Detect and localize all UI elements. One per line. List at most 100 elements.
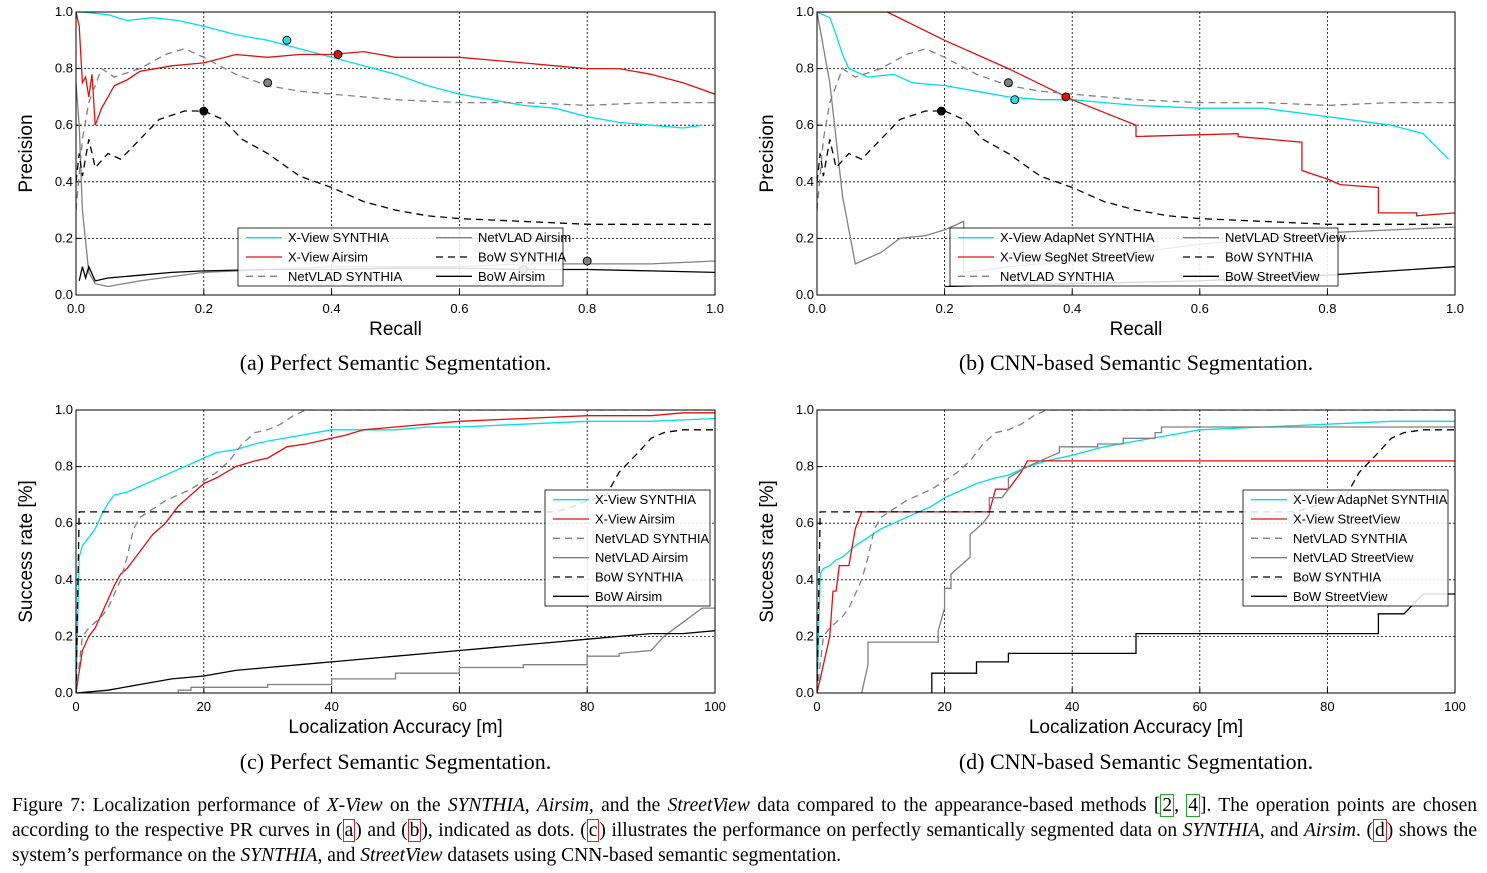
y-tick-label: 1.0 <box>796 402 814 417</box>
caption-text: , <box>1174 795 1187 816</box>
subfigure-link[interactable]: c <box>586 819 600 842</box>
series-line-6 <box>76 630 715 693</box>
series-line-1 <box>76 417 715 693</box>
legend-label: BoW StreetView <box>1293 589 1388 604</box>
plot-frame <box>75 11 716 296</box>
legend-label: NetVLAD SYNTHIA <box>1000 269 1114 284</box>
y-tick-label: 0.6 <box>55 515 73 530</box>
caption-text: . ( <box>1356 820 1373 841</box>
y-tick-label: 0.4 <box>796 174 814 189</box>
x-tick-label: 0.2 <box>195 301 213 316</box>
legend-label: NetVLAD SYNTHIA <box>1293 531 1407 546</box>
subfigure-link[interactable]: d <box>1372 819 1387 842</box>
y-tick-label: 0.4 <box>55 174 73 189</box>
series-line-4 <box>861 426 1455 693</box>
legend: X-View AdapNet SYNTHIA X-View StreetView N… <box>1242 489 1449 607</box>
chart-panel-3: 0 20 40 60 80 100 0.0 0.2 0.4 0.6 0.8 1.0 Localizati… <box>16 402 726 774</box>
x-tick-label: 0 <box>72 699 79 714</box>
legend-label: BoW SYNTHIA <box>478 250 566 265</box>
legend-box <box>1242 489 1449 607</box>
legend-label: X-View AdapNet SYNTHIA <box>1293 492 1448 507</box>
plot-frame <box>816 11 1456 296</box>
legend-label: BoW Airsim <box>478 269 545 284</box>
x-axis-label: Recall <box>369 319 422 340</box>
operation-point <box>263 78 273 88</box>
caption-text: on the <box>382 795 448 816</box>
series-line-3 <box>817 410 1455 693</box>
legend-label: X-View StreetView <box>1293 512 1401 527</box>
operation-point <box>582 256 592 266</box>
citation-link[interactable]: 2 <box>1160 794 1175 817</box>
legend-label: NetVLAD SYNTHIA <box>595 531 709 546</box>
series-line-3 <box>76 410 715 693</box>
caption-text: SYNTHIA <box>447 795 525 816</box>
x-tick-label: 0.8 <box>1318 301 1336 316</box>
legend-label: BoW SYNTHIA <box>1225 250 1313 265</box>
figure-caption: Figure 7: Localization performance of X-… <box>12 793 1477 868</box>
legend-label: NetVLAD StreetView <box>1293 550 1414 565</box>
series-line-1 <box>817 12 1450 160</box>
series-line-5 <box>817 110 1455 225</box>
subfigure-caption: (b) CNN-based Semantic Segmentation. <box>959 350 1313 375</box>
operation-point <box>1010 95 1020 105</box>
x-tick-label: 0.6 <box>1191 301 1209 316</box>
series-line-3 <box>76 48 715 211</box>
caption-text: SYNTHIA <box>240 845 318 866</box>
y-axis-label: Success rate [%] <box>16 480 37 623</box>
y-tick-label: 1.0 <box>796 4 814 19</box>
subfigure-link[interactable]: a <box>342 819 356 842</box>
y-tick-label: 0.4 <box>55 572 73 587</box>
operation-point <box>333 50 343 59</box>
y-tick-label: 0.0 <box>796 287 814 302</box>
subfigure-caption: (a) Perfect Semantic Segmentation. <box>240 350 552 375</box>
y-tick-label: 0.2 <box>55 230 73 245</box>
caption-text: , and <box>1259 820 1304 841</box>
legend-label: X-View Airsim <box>595 512 675 527</box>
legend-label: NetVLAD Airsim <box>595 550 688 565</box>
legend-label: BoW Airsim <box>595 589 662 604</box>
x-tick-label: 80 <box>580 699 594 714</box>
x-tick-label: 100 <box>704 699 726 714</box>
y-tick-label: 1.0 <box>55 4 73 19</box>
x-tick-label: 0 <box>813 699 820 714</box>
x-tick-label: 0.8 <box>578 301 596 316</box>
legend: X-View AdapNet SYNTHIA X-View SegNet Stre… <box>949 227 1346 287</box>
caption-text: ) shows the system’s performance on the <box>12 820 1478 866</box>
citation-link[interactable]: 4 <box>1186 794 1201 817</box>
legend-label: BoW StreetView <box>1225 269 1320 284</box>
subfigure-caption: (c) Perfect Semantic Segmentation. <box>240 749 552 774</box>
caption-text: Figure 7: Localization performance of <box>12 795 327 816</box>
y-tick-label: 0.0 <box>55 685 73 700</box>
x-tick-label: 0.6 <box>450 301 468 316</box>
subfigure-link[interactable]: b <box>407 819 422 842</box>
y-tick-label: 0.8 <box>796 459 814 474</box>
caption-text: ) illustrates the performance on perfect… <box>599 820 1183 841</box>
x-axis-label: Localization Accuracy [m] <box>288 717 502 738</box>
y-tick-label: 0.2 <box>55 628 73 643</box>
caption-text: ) and ( <box>355 820 408 841</box>
caption-text: ]. The operation points are chosen accor… <box>12 795 1478 841</box>
plot-frame <box>816 409 1456 694</box>
y-tick-label: 0.8 <box>796 61 814 76</box>
caption-text: Airsim <box>1303 820 1356 841</box>
series-line-1 <box>817 420 1455 693</box>
operation-point <box>1061 92 1071 102</box>
caption-text: SYNTHIA <box>1182 820 1260 841</box>
chart-panel-1: 0.0 0.2 0.4 0.6 0.8 1.0 0.0 0.2 0.4 0.6 0.8 1.0 Reca… <box>16 4 724 375</box>
x-tick-label: 40 <box>324 699 338 714</box>
caption-text: Airsim <box>536 795 589 816</box>
legend-label: NetVLAD SYNTHIA <box>288 269 402 284</box>
x-axis-label: Recall <box>1110 319 1163 340</box>
operation-point <box>1003 78 1013 88</box>
y-tick-label: 0.6 <box>55 117 73 132</box>
legend: X-View SYNTHIA X-View Airsim NetVLAD SYNTH… <box>237 227 571 287</box>
x-tick-label: 0.0 <box>67 301 85 316</box>
caption-text: , <box>524 795 537 816</box>
operation-point <box>936 106 946 116</box>
y-tick-label: 0.0 <box>55 287 73 302</box>
x-tick-label: 20 <box>197 699 211 714</box>
caption-text: ), indicated as dots. ( <box>421 820 587 841</box>
x-tick-label: 0.4 <box>323 301 341 316</box>
y-tick-label: 0.8 <box>55 61 73 76</box>
